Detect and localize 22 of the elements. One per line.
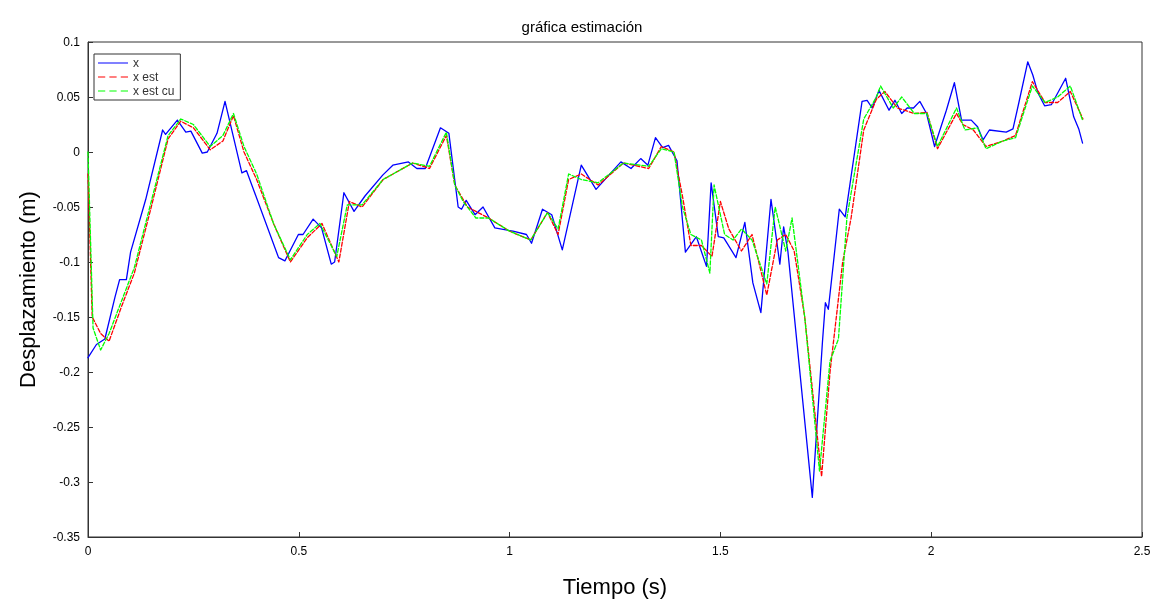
- x-tick-label: 0: [84, 544, 92, 558]
- y-tick-label: -0.05: [52, 200, 81, 214]
- y-tick-label: 0: [73, 145, 81, 159]
- y-tick-label: -0.25: [52, 420, 81, 434]
- legend-label: x: [133, 56, 139, 70]
- y-axis-title: Desplazamiento (m): [14, 191, 40, 388]
- x-tick-label: 0.5: [290, 544, 308, 558]
- x-tick-label: 1.5: [712, 544, 730, 558]
- y-tick-label: 0.05: [56, 90, 81, 104]
- y-tick-label: -0.3: [59, 475, 81, 489]
- x-axis-title: Tiempo (s): [562, 573, 668, 599]
- x-tick-label: 1: [506, 544, 514, 558]
- x-tick-label: 2: [927, 544, 935, 558]
- legend-label: x est: [133, 70, 160, 84]
- x-tick-label: 2.5: [1133, 544, 1151, 558]
- y-tick-label: -0.15: [52, 310, 81, 324]
- y-tick-label: 0.1: [63, 35, 81, 49]
- y-tick-label: -0.35: [52, 530, 81, 544]
- y-tick-label: -0.1: [59, 255, 81, 269]
- chart-title: gráfica estimación: [521, 18, 643, 35]
- y-tick-label: -0.2: [59, 365, 81, 379]
- legend-label: x est cu: [133, 84, 175, 98]
